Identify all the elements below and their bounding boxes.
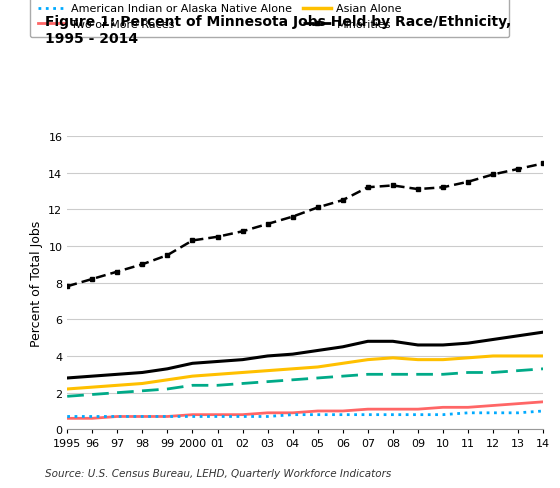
Text: Source: U.S. Census Bureau, LEHD, Quarterly Workforce Indicators: Source: U.S. Census Bureau, LEHD, Quarte… [45,468,391,478]
Y-axis label: Percent of Total Jobs: Percent of Total Jobs [30,220,43,346]
Text: Figure 1: Percent of Minnesota Jobs Held by Race/Ethnicity,
1995 - 2014: Figure 1: Percent of Minnesota Jobs Held… [45,15,511,46]
Legend: White Hispanic, American Indian or Alaska Native Alone, Two or More Races, Black: White Hispanic, American Indian or Alask… [30,0,509,38]
